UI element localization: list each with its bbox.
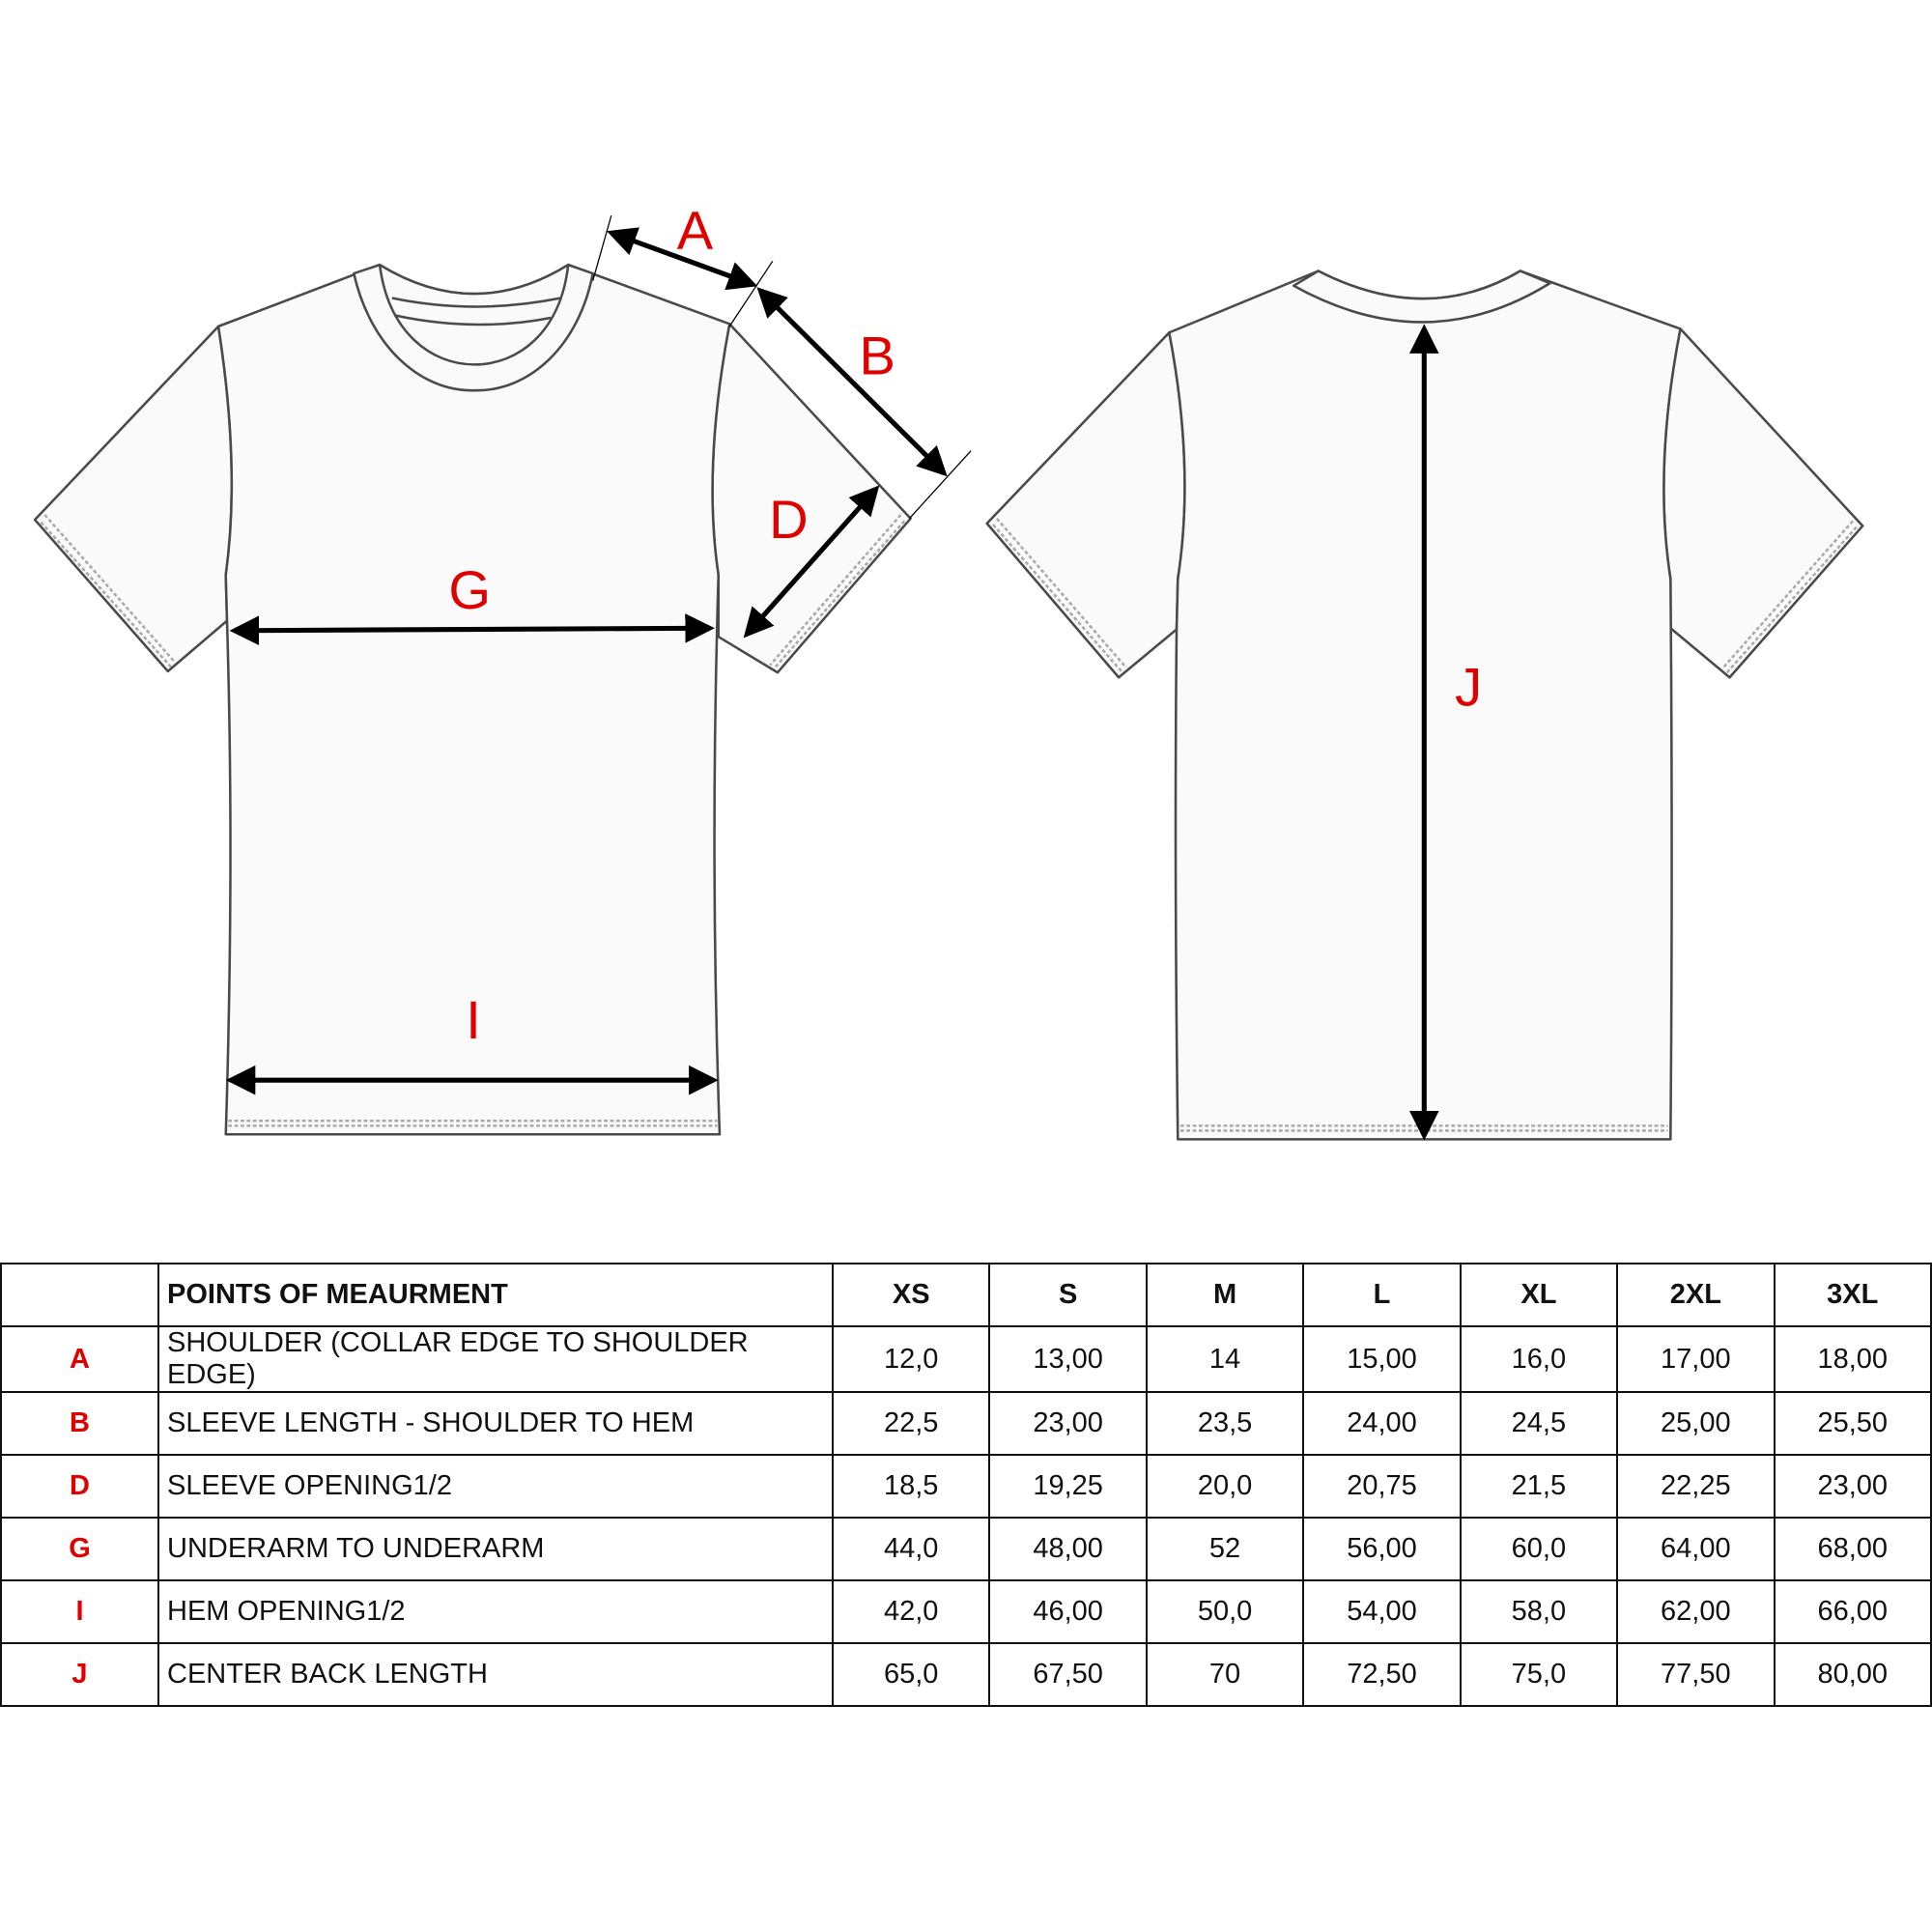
- size-value: 20,0: [1145, 1454, 1305, 1519]
- size-value: 64,00: [1616, 1517, 1776, 1581]
- size-value: 56,00: [1302, 1517, 1462, 1581]
- table-header-row: POINTS OF MEAURMENT XS S M L XL 2XL 3XL: [0, 1263, 1932, 1327]
- size-value: 44,0: [831, 1517, 991, 1581]
- table-row: D SLEEVE OPENING1/2 18,5 19,25 20,0 20,75 21,5…: [0, 1454, 1932, 1519]
- size-value: 22,25: [1616, 1454, 1776, 1519]
- back-left-sleeve: [985, 330, 1186, 679]
- size-value: 18,00: [1773, 1325, 1932, 1393]
- label-d: D: [769, 489, 809, 550]
- measure-arrow-d: [743, 485, 880, 639]
- header-size-3xl: 3XL: [1773, 1263, 1932, 1327]
- size-value: 50,0: [1145, 1579, 1305, 1644]
- front-body: [216, 263, 731, 1136]
- size-value: 17,00: [1616, 1325, 1776, 1393]
- size-value: 70: [1145, 1642, 1305, 1707]
- measure-arrow-b: [756, 287, 948, 477]
- size-value: 23,00: [1773, 1454, 1932, 1519]
- size-value: 52: [1145, 1517, 1305, 1581]
- header-code: [0, 1263, 159, 1327]
- row-point-of-measurement: UNDERARM TO UNDERARM: [157, 1517, 834, 1581]
- size-value: 14: [1145, 1325, 1305, 1393]
- table-row: G UNDERARM TO UNDERARM 44,0 48,00 52 56,00 60,…: [0, 1517, 1932, 1581]
- row-point-of-measurement: SHOULDER (COLLAR EDGE TO SHOULDER EDGE): [157, 1325, 834, 1393]
- row-point-of-measurement: SLEEVE OPENING1/2: [157, 1454, 834, 1519]
- size-chart-table: POINTS OF MEAURMENT XS S M L XL 2XL 3XL A SHOUL…: [0, 1263, 1932, 1707]
- size-value: 19,25: [988, 1454, 1148, 1519]
- size-value: 23,5: [1145, 1391, 1305, 1456]
- size-value: 46,00: [988, 1579, 1148, 1644]
- label-j: J: [1455, 657, 1482, 718]
- header-size-xs: XS: [831, 1263, 991, 1327]
- row-point-of-measurement: CENTER BACK LENGTH: [157, 1642, 834, 1707]
- label-g: G: [448, 559, 491, 620]
- front-left-sleeve: [33, 325, 234, 673]
- size-value: 12,0: [831, 1325, 991, 1393]
- table-row: A SHOULDER (COLLAR EDGE TO SHOULDER EDGE)…: [0, 1325, 1932, 1393]
- back-right-sleeve: [1662, 327, 1864, 679]
- row-code: D: [0, 1454, 159, 1519]
- size-value: 15,00: [1302, 1325, 1462, 1393]
- size-value: 24,5: [1459, 1391, 1619, 1456]
- table-row: I HEM OPENING1/2 42,0 46,00 50,0 54,00 58,0 62,…: [0, 1579, 1932, 1644]
- row-point-of-measurement: SLEEVE LENGTH - SHOULDER TO HEM: [157, 1391, 834, 1456]
- size-value: 77,50: [1616, 1642, 1776, 1707]
- size-value: 62,00: [1616, 1579, 1776, 1644]
- label-b: B: [859, 326, 895, 386]
- size-value: 21,5: [1459, 1454, 1619, 1519]
- size-value: 67,50: [988, 1642, 1148, 1707]
- row-code: G: [0, 1517, 159, 1581]
- size-value: 23,00: [988, 1391, 1148, 1456]
- front-collar: [353, 263, 594, 392]
- label-a: A: [677, 200, 714, 261]
- row-code: A: [0, 1325, 159, 1393]
- row-code: J: [0, 1642, 159, 1707]
- size-value: 25,50: [1773, 1391, 1932, 1456]
- size-value: 25,00: [1616, 1391, 1776, 1456]
- tshirt-diagram: A B D G I J: [33, 200, 1864, 1141]
- size-value: 75,0: [1459, 1642, 1619, 1707]
- size-value: 24,00: [1302, 1391, 1462, 1456]
- size-value: 54,00: [1302, 1579, 1462, 1644]
- size-value: 13,00: [988, 1325, 1148, 1393]
- row-code: B: [0, 1391, 159, 1456]
- label-i: I: [466, 989, 481, 1050]
- size-value: 16,0: [1459, 1325, 1619, 1393]
- size-value: 72,50: [1302, 1642, 1462, 1707]
- size-value: 80,00: [1773, 1642, 1932, 1707]
- size-value: 42,0: [831, 1579, 991, 1644]
- row-code: I: [0, 1579, 159, 1644]
- header-points-of-measurement: POINTS OF MEAURMENT: [157, 1263, 834, 1327]
- size-value: 60,0: [1459, 1517, 1619, 1581]
- header-size-2xl: 2XL: [1616, 1263, 1776, 1327]
- back-neck-tape: [1292, 270, 1551, 324]
- size-value: 20,75: [1302, 1454, 1462, 1519]
- header-size-s: S: [988, 1263, 1148, 1327]
- measure-arrow-a: [607, 227, 758, 291]
- header-size-xl: XL: [1459, 1263, 1619, 1327]
- measure-arrow-g: [229, 613, 715, 645]
- size-value: 65,0: [831, 1642, 991, 1707]
- size-value: 68,00: [1773, 1517, 1932, 1581]
- header-size-m: M: [1145, 1263, 1305, 1327]
- row-point-of-measurement: HEM OPENING1/2: [157, 1579, 834, 1644]
- table-row: J CENTER BACK LENGTH 65,0 67,50 70 72,50 75,0 7…: [0, 1642, 1932, 1707]
- header-size-l: L: [1302, 1263, 1462, 1327]
- size-value: 66,00: [1773, 1579, 1932, 1644]
- size-value: 48,00: [988, 1517, 1148, 1581]
- size-value: 58,0: [1459, 1579, 1619, 1644]
- size-value: 22,5: [831, 1391, 991, 1456]
- size-value: 18,5: [831, 1454, 991, 1519]
- table-row: B SLEEVE LENGTH - SHOULDER TO HEM 22,5 23,0…: [0, 1391, 1932, 1456]
